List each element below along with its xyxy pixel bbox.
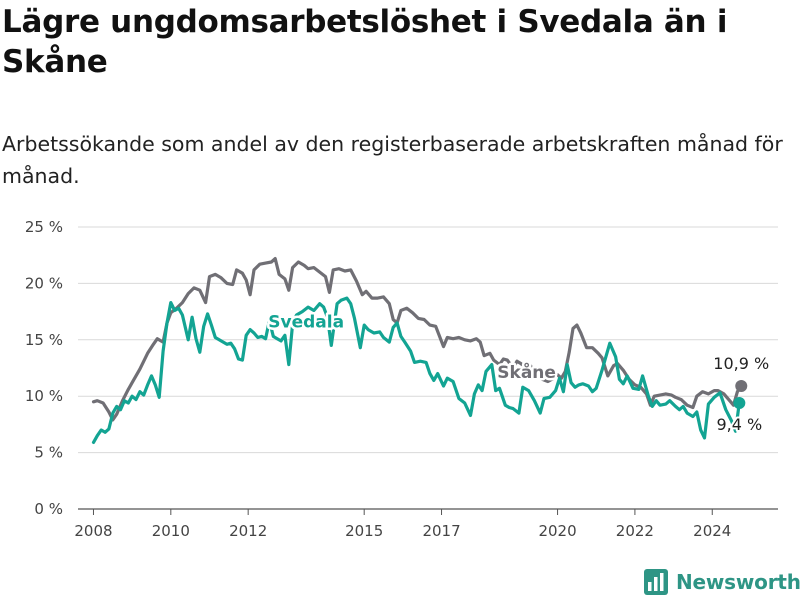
- newsworthy-logo[interactable]: Newsworthy: [644, 567, 800, 597]
- series-line-skne: [91, 257, 743, 422]
- series-label-svedala: Svedala: [268, 312, 344, 332]
- x-tick-label: 2012: [229, 522, 267, 540]
- y-tick-label: 0 %: [34, 500, 63, 518]
- end-value-label-svedala: 9,4 %: [716, 415, 762, 434]
- x-tick-label: 2020: [538, 522, 576, 540]
- x-tick-label: 2022: [616, 522, 654, 540]
- series-line-svedala: [91, 296, 741, 444]
- page-title: Lägre ungdomsarbetslöshet i Svedala än i…: [2, 4, 728, 80]
- y-tick-label: 5 %: [34, 444, 63, 462]
- end-point-skne: [735, 380, 748, 393]
- end-point-svedala: [733, 396, 746, 409]
- chart-subtitle: Arbetssökande som andel av den registerb…: [2, 132, 783, 188]
- series-label-skne: Skåne: [497, 361, 556, 383]
- x-tick-label: 2008: [74, 522, 112, 540]
- y-tick-label: 10 %: [25, 387, 63, 405]
- x-tick-label: 2015: [345, 522, 383, 540]
- y-tick-label: 15 %: [25, 331, 63, 349]
- bar-chart-icon: [644, 569, 668, 595]
- y-tick-label: 20 %: [25, 274, 63, 292]
- end-value-label-skne: 10,9 %: [713, 354, 769, 373]
- y-tick-label: 25 %: [25, 218, 63, 236]
- x-tick-label: 2017: [422, 522, 460, 540]
- brand-name: Newsworthy: [676, 570, 800, 594]
- x-tick-label: 2024: [693, 522, 731, 540]
- x-tick-label: 2010: [152, 522, 190, 540]
